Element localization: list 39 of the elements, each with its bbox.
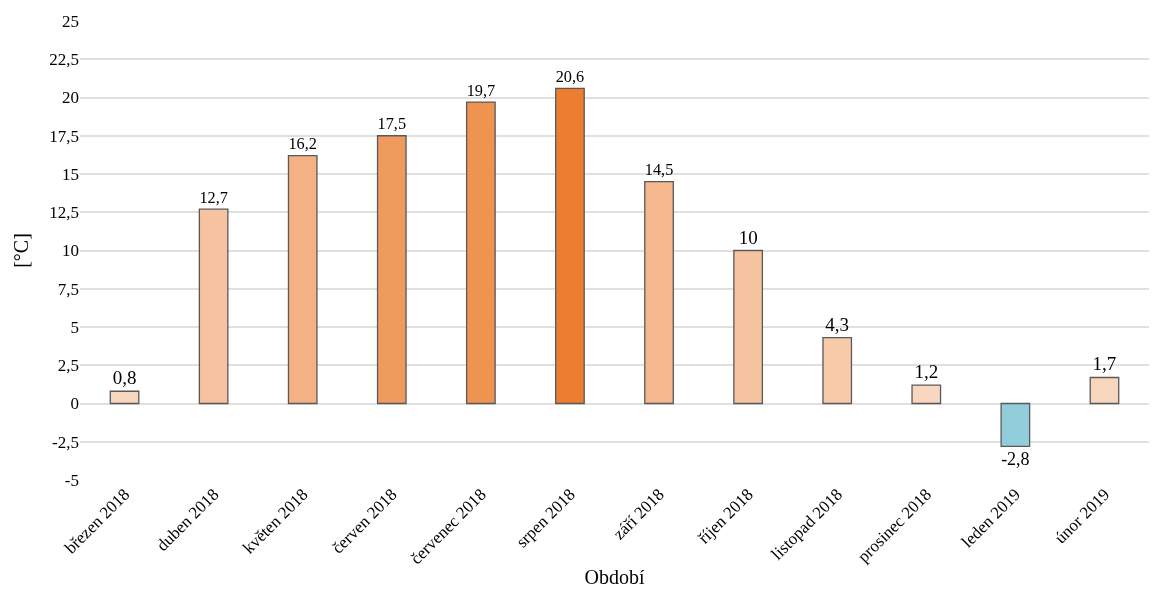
bar [376,135,407,405]
data-label: 1,2 [914,361,939,383]
bar [287,154,318,405]
y-tick-label: 0 [70,394,79,414]
data-label: -2,8 [1001,449,1030,470]
y-tick-label: 2,5 [57,356,79,376]
bar [465,101,496,405]
y-tick-label: 10 [62,241,79,261]
data-label: 1,7 [1092,353,1117,375]
y-tick-label: 22,5 [49,50,79,70]
x-axis-title: Období [584,565,645,588]
y-tick-label: 20 [62,88,79,108]
data-label: 10 [738,226,758,248]
data-label: 4,3 [825,313,850,335]
y-tick-label: 12,5 [49,203,79,223]
y-tick-label: -5 [64,470,79,490]
y-tick-label: 17,5 [49,126,79,146]
y-axis-title: [°C] [9,233,32,268]
bar [644,181,674,405]
y-tick-label: 7,5 [57,279,79,299]
bar [911,384,942,405]
bar [109,390,140,405]
bar [555,87,585,405]
data-label: 16,2 [288,134,317,154]
bar [733,249,764,405]
data-label: 12,7 [199,187,228,207]
bar [1000,402,1031,447]
data-label: 20,6 [555,66,585,86]
y-tick-label: 5 [70,317,79,337]
data-label: 19,7 [466,80,496,100]
bar [822,337,853,405]
y-tick-label: -2,5 [52,432,79,452]
data-label: 17,5 [377,114,407,134]
data-label: 14,5 [644,160,674,180]
y-tick-label: 15 [62,164,79,184]
data-label: 0,8 [112,367,137,389]
bar [198,208,229,405]
y-tick-label: 25 [62,11,79,31]
bar [1089,376,1120,405]
